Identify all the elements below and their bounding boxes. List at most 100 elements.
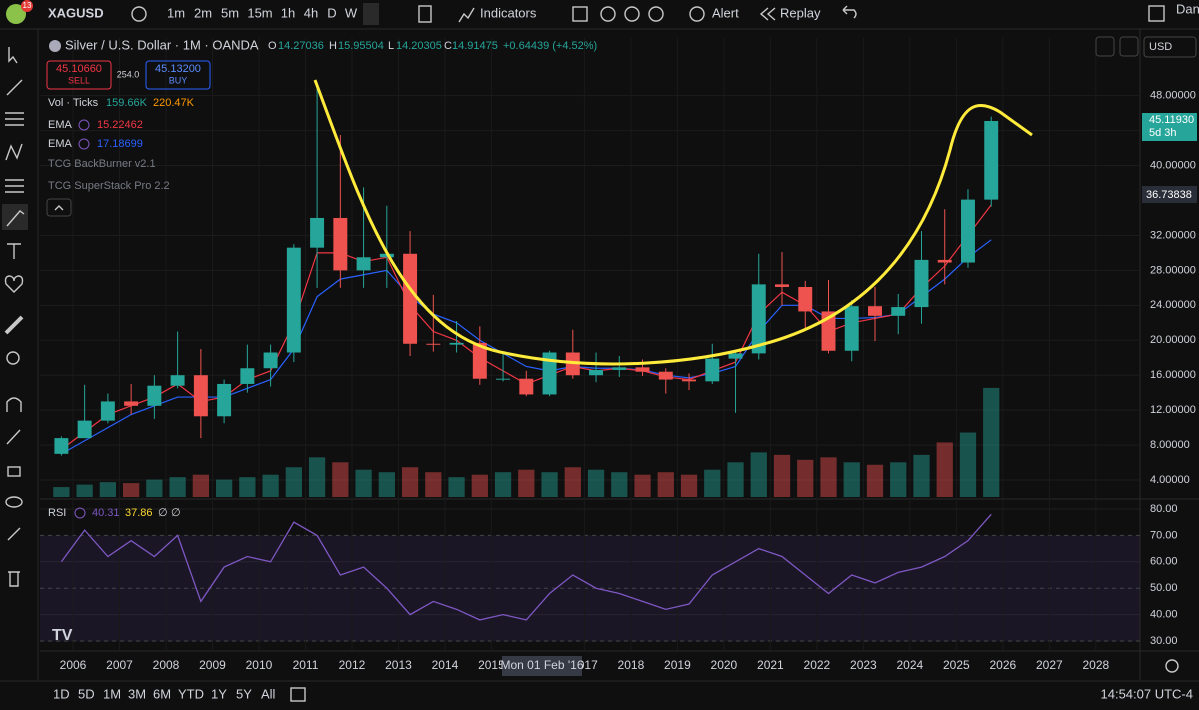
interval[interactable]: 4h (304, 5, 318, 20)
interval[interactable]: W (345, 5, 358, 20)
range-button[interactable]: 1M (103, 686, 121, 701)
candle-body (612, 367, 627, 370)
volume-bar (122, 483, 140, 497)
alert[interactable]: Alert (712, 5, 739, 20)
ema-price-box (1142, 186, 1197, 203)
visibility[interactable] (5, 496, 23, 508)
candle-body (77, 420, 92, 439)
interval[interactable]: 5m (221, 5, 239, 20)
candle-body (868, 306, 882, 316)
fib-tool[interactable] (5, 112, 24, 126)
forecast-tool[interactable] (5, 179, 24, 193)
candle-body (124, 401, 139, 406)
volume-bar (727, 462, 744, 497)
y-tick-label: 20.00000 (1150, 334, 1196, 346)
badge-count: 13 (23, 1, 32, 10)
candle-body (961, 199, 975, 263)
bar-style-icon[interactable] (418, 5, 432, 23)
currency[interactable]: USD (1149, 41, 1172, 53)
x-tick-label: 2020 (711, 658, 738, 672)
range-button[interactable]: 1D (53, 686, 70, 701)
range-button[interactable]: YTD (178, 686, 204, 701)
range-button[interactable]: 6M (153, 686, 171, 701)
range-button[interactable]: 5Y (236, 686, 252, 701)
volume-bar (587, 469, 605, 497)
layouts-icon[interactable] (572, 6, 588, 22)
x-tick-label: 2008 (153, 658, 180, 672)
rsi-ma-value: 37.86 (125, 507, 153, 519)
sync-button[interactable] (1119, 36, 1139, 57)
candle-body (728, 353, 743, 359)
a-icon[interactable] (648, 6, 664, 22)
rsi-icon (74, 507, 86, 519)
candle-body (240, 368, 255, 384)
brush-tool[interactable] (6, 210, 25, 227)
lock-drawing[interactable] (6, 429, 21, 445)
range-button[interactable]: 1Y (211, 686, 227, 701)
candle-body (891, 307, 906, 316)
volume-bar (866, 464, 884, 497)
link[interactable] (7, 527, 21, 541)
fullscreen[interactable] (1148, 5, 1165, 22)
collapse-legend[interactable] (46, 198, 72, 217)
volume-bar (773, 454, 791, 497)
s-icon[interactable] (624, 6, 640, 22)
volume-bar (378, 472, 395, 497)
y-tick-label: 32.00000 (1150, 229, 1196, 241)
sell-button[interactable] (46, 60, 112, 90)
undo[interactable] (842, 5, 857, 19)
interval[interactable]: 1m (167, 5, 185, 20)
interval[interactable]: D (327, 5, 336, 20)
candle-body (496, 378, 511, 380)
alert-icon[interactable] (689, 6, 705, 22)
range-button[interactable]: 5D (78, 686, 95, 701)
replay[interactable]: Replay (780, 5, 821, 20)
volume-bar (99, 482, 117, 497)
favorites[interactable] (4, 275, 24, 293)
y-tick-label: 8.00000 (1150, 439, 1190, 451)
x-tick-label: 2022 (804, 658, 831, 672)
chart-title: Silver / U.S. Dollar · 1M · OANDA (65, 37, 259, 52)
pattern-tool[interactable] (5, 143, 23, 161)
trash[interactable] (8, 571, 20, 587)
y-tick-label: 16.00000 (1150, 369, 1196, 381)
interval[interactable]: 1h (281, 5, 295, 20)
magnet[interactable] (6, 397, 22, 412)
interval[interactable]: 15m (247, 5, 272, 20)
range-button[interactable]: All (261, 686, 276, 701)
rsi-tick-label: 40.00 (1150, 609, 1178, 621)
candle-body (682, 379, 697, 382)
interval[interactable]: 2m (194, 5, 212, 20)
rsi-tick-label: 60.00 (1150, 556, 1178, 568)
buy-price: 45.13200 (155, 63, 201, 75)
t-icon[interactable] (600, 6, 616, 22)
x-tick-label: 2027 (1036, 658, 1063, 672)
volume-bar (425, 472, 442, 497)
volume-bar (215, 479, 233, 497)
date-range-icon[interactable] (290, 687, 306, 702)
change: +0.64439 (+4.52%) (503, 40, 597, 52)
download-button[interactable] (1095, 36, 1115, 57)
indicators-icon[interactable] (458, 7, 475, 23)
ruler[interactable] (4, 315, 24, 335)
study-value: 220.47K (153, 97, 195, 109)
indicators[interactable]: Indicators (480, 5, 537, 20)
currency-select[interactable] (1143, 36, 1197, 58)
x-tick-label: 2026 (989, 658, 1016, 672)
replay-icon[interactable] (759, 7, 776, 21)
cursor-tool[interactable] (8, 47, 18, 64)
x-tick-label: 2028 (1082, 658, 1109, 672)
text-tool[interactable] (7, 243, 21, 259)
trend-line-tool[interactable] (6, 79, 23, 96)
range-button[interactable]: 3M (128, 686, 146, 701)
user[interactable]: Dan (1176, 1, 1199, 16)
axis-settings[interactable] (1165, 659, 1179, 673)
rsi-legend: RSI 40.31 37.86 ∅ ∅ (48, 507, 181, 519)
symbol[interactable]: XAGUSD (48, 5, 104, 20)
study-name: TCG SuperStack Pro 2.2 (48, 180, 170, 192)
rsi-extra: ∅ (158, 507, 168, 519)
buy-button[interactable] (145, 60, 211, 90)
zoom[interactable] (6, 351, 20, 365)
lock[interactable] (7, 466, 21, 477)
add-symbol[interactable] (131, 6, 147, 22)
